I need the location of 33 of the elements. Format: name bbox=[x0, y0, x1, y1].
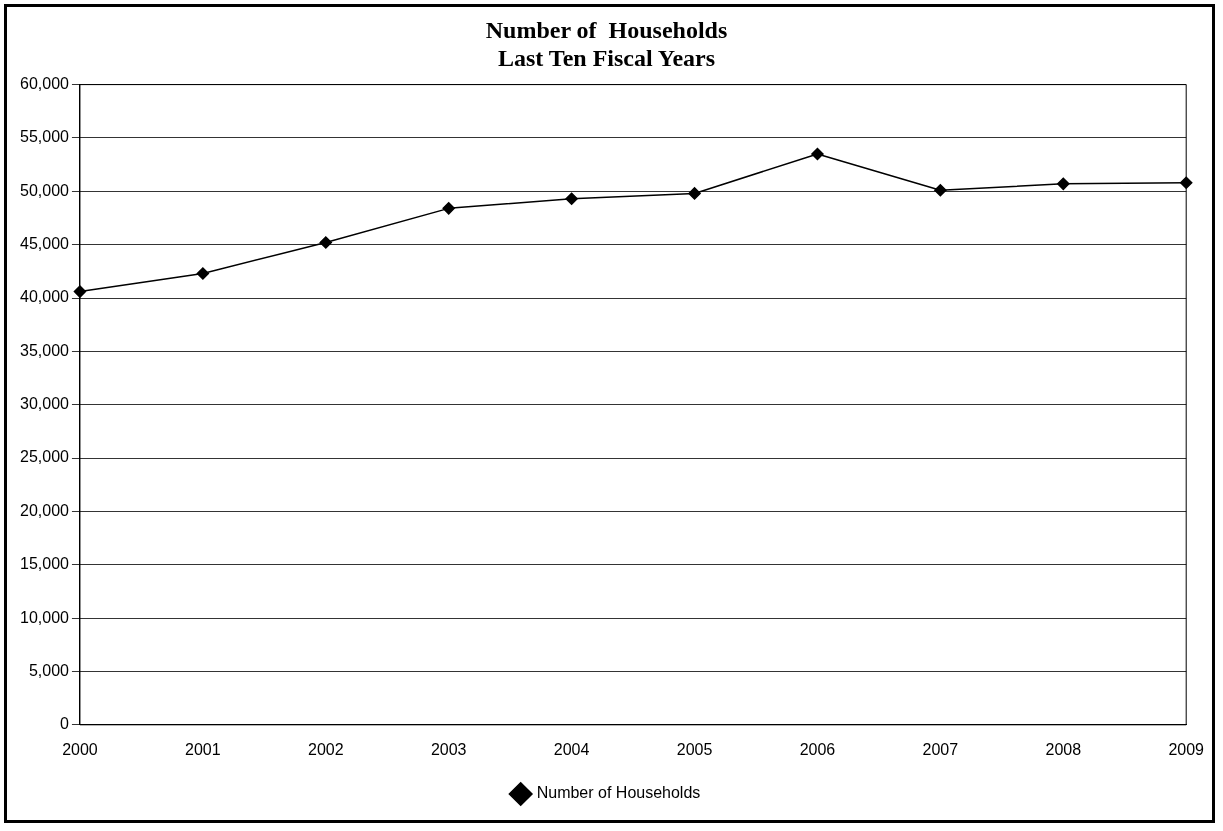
y-tick-label: 45,000 bbox=[20, 235, 70, 253]
y-tick-label: 40,000 bbox=[20, 288, 70, 306]
y-tick-label: 55,000 bbox=[20, 128, 70, 146]
point bbox=[442, 202, 455, 215]
y-tick-label: 30,000 bbox=[20, 395, 70, 413]
y-tick-label: 15,000 bbox=[20, 555, 70, 573]
y-tick-label: 60,000 bbox=[20, 75, 70, 93]
point bbox=[934, 183, 947, 197]
x-tick-label: 2007 bbox=[922, 740, 959, 758]
x-tick-label: 2006 bbox=[799, 740, 836, 758]
point bbox=[811, 147, 824, 161]
point bbox=[688, 187, 701, 200]
point bbox=[319, 236, 333, 249]
y-tick-label: 25,000 bbox=[20, 448, 70, 466]
y-tick-label: 10,000 bbox=[20, 608, 70, 626]
x-tick-label: 2009 bbox=[1168, 740, 1205, 758]
x-tick-label: 2001 bbox=[185, 740, 221, 758]
point bbox=[565, 192, 578, 206]
y-tick-label: 35,000 bbox=[20, 341, 70, 359]
chart-title: Number of Households Last Ten Fiscal Years bbox=[485, 16, 728, 72]
x-tick-label: 2002 bbox=[307, 740, 344, 758]
y-tick-label: 20,000 bbox=[20, 501, 70, 519]
x-tick-label: 2005 bbox=[676, 740, 713, 758]
y-tick-label: 5,000 bbox=[28, 661, 70, 679]
legend-label: Number of Households bbox=[536, 784, 701, 802]
y-tick-label: 50,000 bbox=[20, 181, 70, 199]
x-tick-label: 2003 bbox=[430, 740, 467, 758]
point bbox=[1057, 177, 1070, 191]
point bbox=[196, 267, 210, 280]
x-tick-label: 2008 bbox=[1045, 740, 1082, 758]
y-tick-label: 0 bbox=[60, 715, 70, 733]
x-tick-label: 2004 bbox=[553, 740, 590, 758]
x-tick-label: 2000 bbox=[62, 740, 98, 758]
